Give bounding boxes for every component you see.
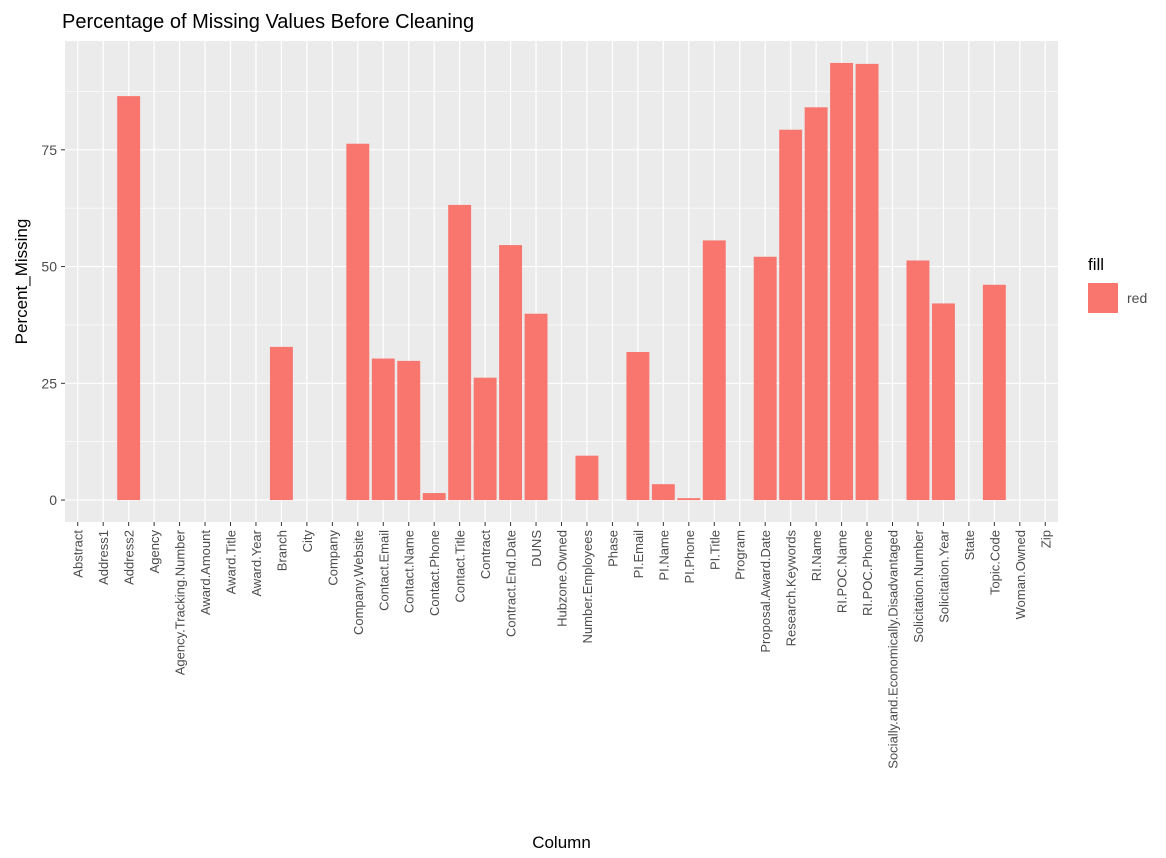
bar-pi-email: [626, 352, 650, 501]
x-tick-label: PI.Title: [707, 530, 722, 570]
x-tick-label: Award.Title: [224, 530, 239, 594]
legend-title: fill: [1088, 255, 1104, 274]
x-axis-title: Column: [532, 833, 591, 852]
bar-duns: [524, 313, 548, 501]
x-tick-label: Contact.Phone: [427, 530, 442, 616]
x-tick-label: Award.Amount: [198, 530, 213, 615]
bar-company-website: [346, 143, 370, 501]
bar-solicitation-number: [906, 260, 930, 501]
y-tick-label: 25: [41, 375, 57, 391]
bar-contact-name: [397, 360, 421, 501]
bar-ri-poc-phone: [855, 63, 879, 501]
x-tick-label: PI.Phone: [682, 530, 697, 584]
x-tick-label: Number.Employees: [580, 530, 595, 644]
bar-proposal-award-date: [753, 256, 777, 501]
x-tick-label: Hubzone.Owned: [555, 530, 570, 627]
x-tick-label: Company.Website: [351, 530, 366, 635]
bar-topic-code: [982, 284, 1006, 501]
x-tick-label: Contact.Email: [376, 530, 391, 611]
x-tick-label: PI.Email: [631, 530, 646, 579]
bar-contract-end-date: [499, 245, 523, 501]
x-tick-label: Woman.Owned: [1013, 530, 1028, 619]
x-tick-label: Topic.Code: [987, 530, 1002, 595]
x-tick-label: DUNS: [529, 530, 544, 567]
x-tick-label: RI.Name: [809, 530, 824, 581]
x-tick-label: Contract: [478, 530, 493, 580]
y-tick-label: 75: [41, 142, 57, 158]
x-tick-label: Address1: [96, 530, 111, 585]
legend: fill red: [1088, 255, 1147, 313]
x-tick-label: Solicitation.Year: [936, 529, 951, 622]
y-tick-label: 50: [41, 259, 57, 275]
x-tick-label: Company: [325, 530, 340, 586]
x-tick-label: Proposal.Award.Date: [758, 530, 773, 653]
x-tick-label: RI.POC.Phone: [860, 530, 875, 616]
x-tick-label: RI.POC.Name: [835, 530, 850, 613]
x-tick-label: Abstract: [71, 530, 86, 578]
bar-contact-phone: [422, 493, 446, 501]
bar-number-employees: [575, 455, 599, 501]
y-tick-label: 0: [49, 492, 57, 508]
bar-solicitation-year: [931, 303, 955, 501]
bar-address2: [117, 96, 141, 501]
x-tick-label: PI.Name: [656, 530, 671, 581]
x-tick-label: Solicitation.Number: [911, 529, 926, 642]
x-tick-label: Zip: [1038, 530, 1053, 548]
x-tick-label: Program: [733, 530, 748, 580]
bar-pi-title: [702, 240, 726, 501]
x-tick-label: Branch: [274, 530, 289, 571]
bar-branch: [269, 346, 293, 501]
x-tick-label: Address2: [122, 530, 137, 585]
x-tick-label: Contact.Title: [453, 530, 468, 603]
x-tick-label: Phase: [605, 530, 620, 567]
x-tick-label: Agency.Tracking.Number: [173, 529, 188, 675]
x-tick-label: Agency: [147, 530, 162, 574]
chart-title: Percentage of Missing Values Before Clea…: [62, 11, 474, 33]
bar-ri-poc-name: [830, 62, 854, 501]
bar-research-keywords: [779, 129, 803, 501]
y-axis-title: Percent_Missing: [12, 219, 31, 345]
bar-contact-title: [448, 204, 472, 501]
bar-pi-phone: [677, 498, 701, 501]
bar-pi-name: [651, 484, 675, 501]
x-tick-label: City: [300, 530, 315, 553]
y-axis: 0 25 50 75: [41, 142, 65, 508]
x-tick-label: Contract.End.Date: [504, 530, 519, 637]
legend-label: red: [1127, 290, 1147, 306]
x-tick-label: Socially.and.Economically.Disadvantaged: [886, 530, 901, 769]
x-tick-label: Award.Year: [249, 529, 264, 596]
bars: [117, 62, 1006, 501]
bar-contact-email: [371, 358, 395, 501]
x-tick-label: Research.Keywords: [784, 530, 799, 647]
x-tick-label: Contact.Name: [402, 530, 417, 613]
legend-key: [1088, 283, 1118, 313]
bar-ri-name: [804, 107, 828, 501]
x-tick-label: State: [962, 530, 977, 560]
x-axis: Abstract Address1 Address2 Agency Agency.Tra…: [71, 522, 1053, 769]
bar-contract: [473, 377, 497, 501]
